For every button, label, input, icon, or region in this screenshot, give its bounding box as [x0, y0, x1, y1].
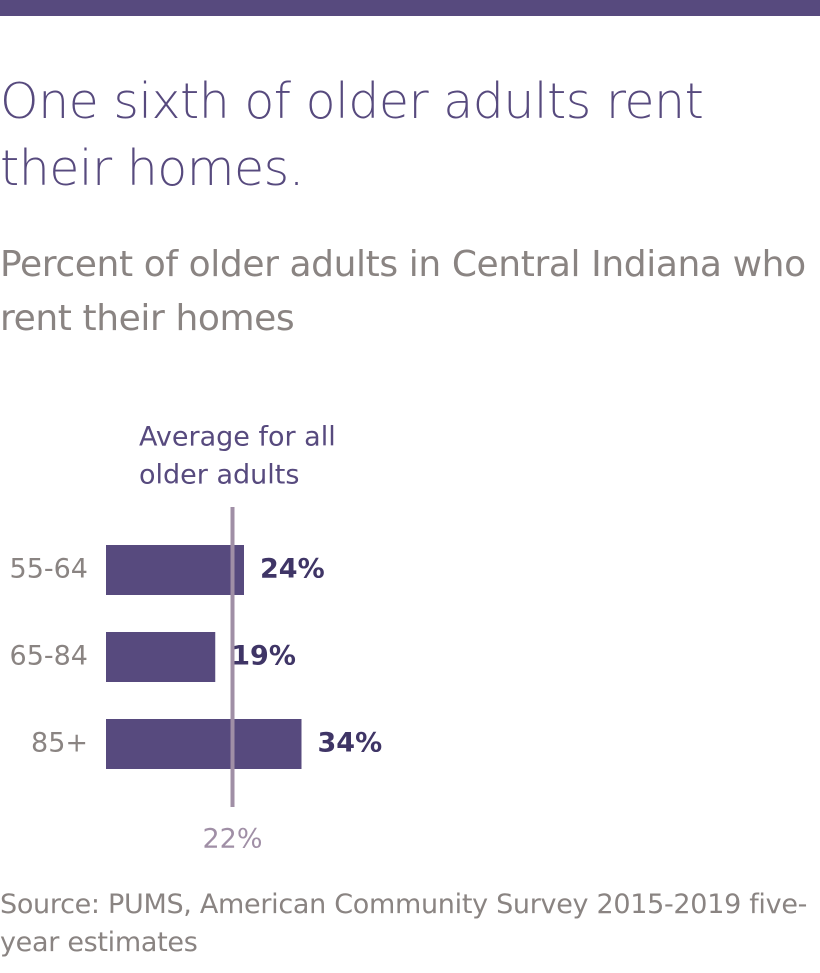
bar-55-64 [106, 545, 244, 595]
category-label-65-84: 65-84 [10, 641, 88, 672]
header-accent-bar [0, 0, 820, 16]
bar-85+ [106, 719, 302, 769]
value-label-55-64: 24% [260, 554, 325, 585]
source-note: Source: PUMS, American Community Survey … [0, 889, 808, 958]
value-label-85+: 34% [318, 728, 383, 759]
average-value-label: 22% [202, 824, 262, 855]
average-annotation-line-1: Average for all [139, 422, 336, 453]
bar-chart: 55-64 24% 65-84 19% 85+ 34% 22% Average for all… [10, 422, 383, 855]
category-label-85+: 85+ [31, 728, 88, 759]
category-label-55-64: 55-64 [10, 554, 88, 585]
bar-65-84 [106, 632, 216, 682]
value-label-65-84: 19% [231, 641, 296, 672]
average-annotation-line-2: older adults [139, 460, 299, 491]
chart-title: One sixth of older adults rent their hom… [0, 73, 704, 197]
chart-subtitle: Percent of older adults in Central India… [0, 244, 806, 339]
